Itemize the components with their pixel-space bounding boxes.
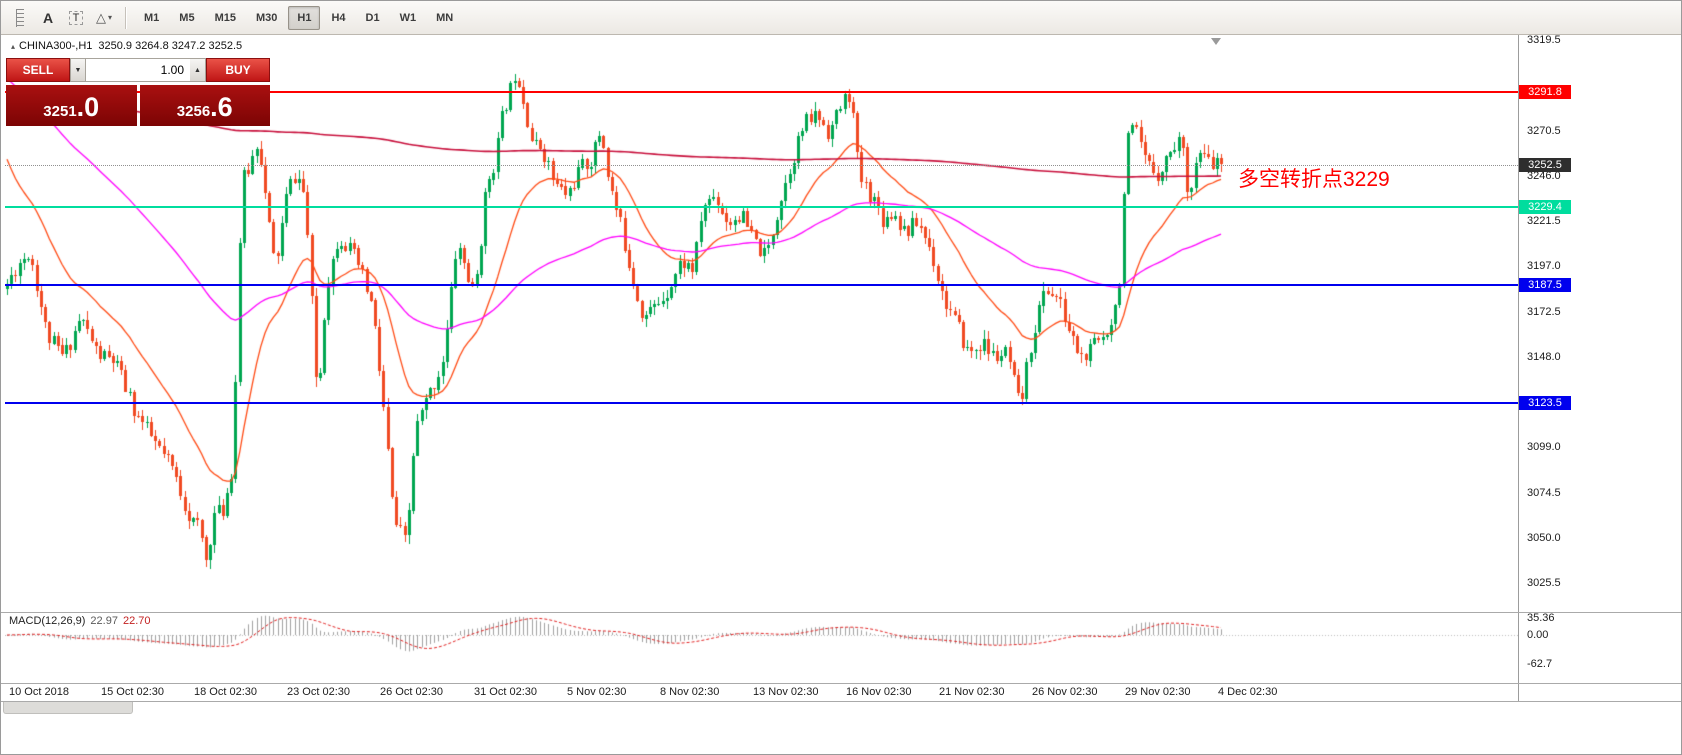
macd-tick-label: -62.7 [1527,658,1553,670]
time-tick-label: 4 Dec 02:30 [1218,686,1278,698]
timeframe-button-m30[interactable]: M30 [255,11,278,24]
chart-shift-marker-icon[interactable] [1211,38,1221,45]
time-tick-label: 26 Nov 02:30 [1032,686,1098,698]
chart-annotation-text: 多空转折点3229 [1238,167,1390,191]
level-price-label: 3187.5 [1519,277,1571,292]
timeframe-group: M1 M5 M15 M30 H1 H4 D1 W1 MN [134,5,463,30]
spinner-up-icon: ▲ [194,66,201,74]
price-tick-label: 3246.0 [1527,169,1561,182]
macd-tick-label: 0.00 [1527,629,1549,641]
toolbar: A T △ ▾ M1 M5 M15 M30 H1 H4 D1 W1 MN [1,1,1681,35]
text-label-tool-button[interactable]: A [35,5,61,31]
time-tick-label: 21 Nov 02:30 [939,686,1005,698]
axis-separator-vertical [1518,35,1519,701]
chart-title: ▴ CHINA300-,H1 3250.9 3264.8 3247.2 3252.5 [11,40,242,52]
time-tick-label: 15 Oct 02:30 [101,686,164,698]
volume-decrease-button[interactable]: ▼ [70,58,86,82]
price-tick-label: 3197.0 [1527,260,1561,273]
sell-price-display[interactable]: 3251.0 [6,85,137,126]
bid-price-line [5,164,1518,166]
timeframe-button-mn[interactable]: MN [436,11,454,24]
time-tick-label: 18 Oct 02:30 [194,686,257,698]
time-tick-label: 29 Nov 02:30 [1125,686,1191,698]
price-tick-label: 3074.5 [1527,486,1561,499]
time-tick-label: 26 Oct 02:30 [380,686,443,698]
bottom-panel-stub [3,702,133,714]
chart-symbol: CHINA300-,H1 [19,40,93,52]
trade-panel: SELL ▼ ▲ BUY 3251.0 3256.6 [6,58,270,126]
price-tick-label: 3319.5 [1527,34,1561,46]
bid-price-label: 3252.5 [1519,157,1571,172]
timeframe-button-w1[interactable]: W1 [399,11,417,24]
level-price-label: 3229.4 [1519,200,1571,215]
shapes-tool-button[interactable]: △ ▾ [91,5,117,31]
ruler-tool-button[interactable] [7,5,33,31]
macd-label: MACD(12,26,9) 22.97 22.70 [9,615,151,627]
buy-button[interactable]: BUY [206,58,270,82]
level-line-3291.8[interactable] [5,91,1518,94]
time-tick-label: 5 Nov 02:30 [567,686,627,698]
shapes-icon: △ [95,9,106,25]
timeframe-button-m5[interactable]: M5 [179,11,195,24]
price-tick-label: 3025.5 [1527,577,1561,589]
timeframe-button-h1[interactable]: H1 [288,5,321,30]
dropdown-caret-icon: ▾ [107,13,112,22]
volume-input[interactable] [86,58,190,82]
price-tick-label: 3050.0 [1527,531,1561,544]
timeframe-button-h4[interactable]: H4 [331,11,346,24]
level-line-3229.4[interactable] [5,206,1518,209]
time-tick-label: 8 Nov 02:30 [660,686,720,698]
price-chart-canvas[interactable] [5,36,1518,611]
time-tick-label: 31 Oct 02:30 [474,686,537,698]
text-label-icon: A [42,9,54,26]
level-line-3187.5[interactable] [5,283,1518,286]
volume-increase-button[interactable]: ▲ [190,58,206,82]
sell-button[interactable]: SELL [6,58,70,82]
macd-tick-label: 35.36 [1527,612,1555,624]
chart-icon: ▴ [11,42,16,51]
price-tick-label: 3099.0 [1527,441,1561,454]
macd-pane-top-separator[interactable] [1,612,1681,613]
macd-pane-bottom-separator [1,683,1681,684]
price-tick-label: 3221.5 [1527,215,1561,227]
level-price-label: 3123.5 [1519,396,1571,410]
timeframe-button-m1[interactable]: M1 [144,11,160,24]
spinner-down-icon: ▼ [74,66,82,74]
price-tick-label: 3148.0 [1527,350,1561,363]
macd-indicator-canvas[interactable] [5,613,1518,682]
text-box-tool-button[interactable]: T [63,5,89,31]
time-tick-label: 13 Nov 02:30 [753,686,819,698]
level-line-3123.5[interactable] [5,402,1518,404]
buy-price-display[interactable]: 3256.6 [139,85,270,126]
text-box-icon: T [68,10,84,25]
time-axis-bottom-border [1,701,1681,702]
toolbar-separator [125,6,127,29]
time-tick-label: 16 Nov 02:30 [846,686,912,698]
chart-ohlc-values: 3250.9 3264.8 3247.2 3252.5 [98,40,243,52]
ruler-icon [16,8,24,27]
time-tick-label: 23 Oct 02:30 [287,686,350,698]
timeframe-button-d1[interactable]: D1 [365,11,380,24]
price-tick-label: 3270.5 [1527,124,1561,137]
timeframe-button-m15[interactable]: M15 [214,11,236,24]
level-price-label: 3291.8 [1519,85,1571,100]
price-tick-label: 3172.5 [1527,305,1561,318]
time-tick-label: 10 Oct 2018 [9,686,69,698]
macd-value: 22.97 [90,615,118,627]
macd-signal-value: 22.70 [122,615,151,627]
